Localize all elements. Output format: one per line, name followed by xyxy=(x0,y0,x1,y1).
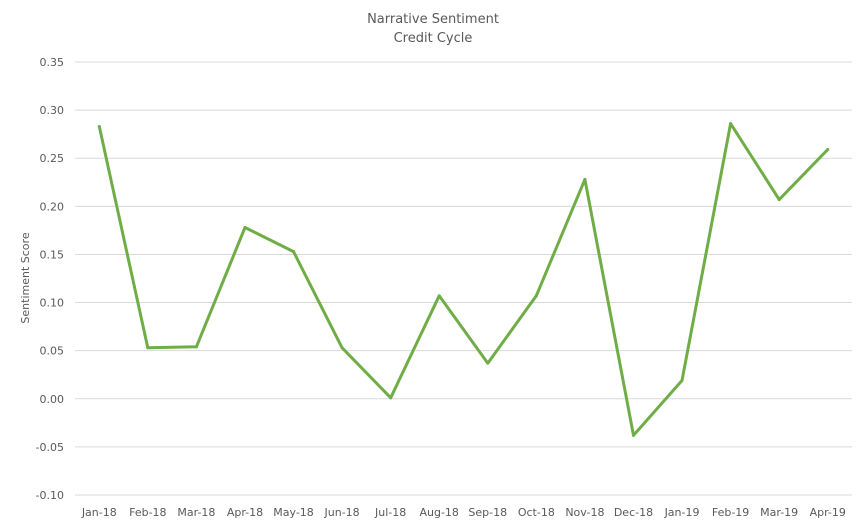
x-tick-label: Jun-18 xyxy=(324,506,360,519)
data-point xyxy=(583,177,587,181)
series-line xyxy=(97,122,830,437)
y-axis-ticks: 0.35 0.30 0.25 0.20 0.15 0.10 0.05 0.00 -0.05 -0.… xyxy=(36,56,64,502)
chart-title: Narrative Sentiment xyxy=(367,12,499,27)
x-tick-label: Mar-19 xyxy=(760,506,798,519)
y-tick-label: 0.25 xyxy=(40,152,65,165)
chart-subtitle: Credit Cycle xyxy=(394,31,473,46)
data-point xyxy=(389,396,393,400)
x-tick-label: Nov-18 xyxy=(565,506,604,519)
data-point xyxy=(534,294,538,298)
x-tick-label: Sep-18 xyxy=(468,506,507,519)
y-tick-label: -0.05 xyxy=(36,441,64,454)
x-tick-label: Feb-19 xyxy=(712,506,749,519)
x-tick-label: Dec-18 xyxy=(614,506,653,519)
x-tick-label: Jul-18 xyxy=(374,506,406,519)
x-tick-label: Apr-18 xyxy=(227,506,263,519)
gridlines xyxy=(75,61,852,496)
x-tick-label: May-18 xyxy=(273,506,314,519)
data-point xyxy=(631,433,635,437)
x-tick-label: Apr-19 xyxy=(810,506,846,519)
x-axis-ticks: Jan-18 Feb-18 Mar-18 Apr-18 May-18 Jun-18 Jul-… xyxy=(81,506,846,519)
data-point xyxy=(194,345,198,349)
data-point xyxy=(243,226,247,230)
data-point xyxy=(777,198,781,202)
data-point xyxy=(437,294,441,298)
x-tick-label: Feb-18 xyxy=(129,506,166,519)
x-tick-label: Oct-18 xyxy=(518,506,555,519)
y-tick-label: 0.05 xyxy=(40,345,65,358)
x-tick-label: Aug-18 xyxy=(419,506,458,519)
y-tick-label: 0.15 xyxy=(40,248,65,261)
data-point xyxy=(729,122,733,126)
data-point xyxy=(97,124,101,128)
x-tick-label: Jan-19 xyxy=(664,506,700,519)
y-tick-label: 0.35 xyxy=(40,56,65,69)
data-point xyxy=(486,361,490,365)
data-point xyxy=(680,378,684,382)
y-tick-label: 0.00 xyxy=(40,393,65,406)
data-point xyxy=(292,250,296,254)
data-point xyxy=(340,346,344,350)
x-tick-label: Mar-18 xyxy=(177,506,215,519)
y-axis-title: Sentiment Score xyxy=(19,232,32,323)
data-point xyxy=(826,148,830,152)
series-layer xyxy=(97,122,830,437)
y-tick-label: -0.10 xyxy=(36,489,64,502)
x-tick-label: Jan-18 xyxy=(81,506,117,519)
y-tick-label: 0.20 xyxy=(40,200,65,213)
data-point xyxy=(146,346,150,350)
y-tick-label: 0.30 xyxy=(40,104,65,117)
y-tick-label: 0.10 xyxy=(40,297,65,310)
